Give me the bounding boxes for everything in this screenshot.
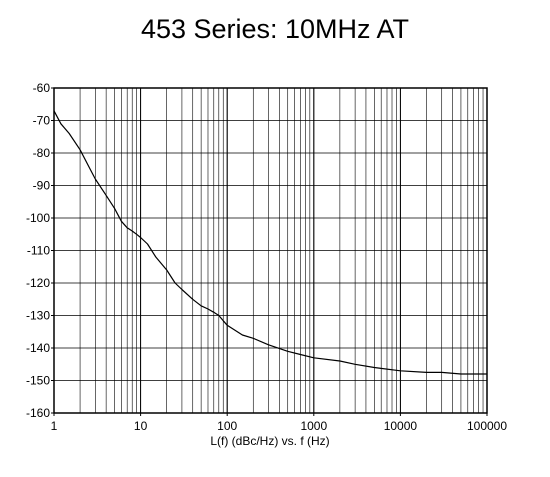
y-tick-label: -90 xyxy=(33,179,51,193)
data-marks xyxy=(53,110,487,375)
y-tick-label: -120 xyxy=(26,276,50,290)
y-tick-label: -100 xyxy=(26,211,50,225)
x-tick-label: 1000 xyxy=(300,419,327,433)
x-tick-label: 10 xyxy=(134,419,148,433)
x-axis-label: L(f) (dBc/Hz) vs. f (Hz) xyxy=(210,434,329,448)
x-tick-label: 1 xyxy=(51,419,58,433)
tick-labels: -60 -70 -80 -90 -100 -110 -120 -130 -140 -150 -160… xyxy=(26,81,507,433)
x-tick-label: 100 xyxy=(217,419,237,433)
y-tick-label: -70 xyxy=(33,114,51,128)
y-tick-label: -130 xyxy=(26,309,50,323)
y-tick-label: -150 xyxy=(26,374,50,388)
y-tick-label: -60 xyxy=(33,81,51,95)
y-tick-label: -110 xyxy=(27,244,50,258)
y-tick-label: -140 xyxy=(26,341,50,355)
x-tick-label: 100000 xyxy=(467,419,507,433)
chart-title: 453 Series: 10MHz AT xyxy=(140,14,410,44)
y-tick-label: -80 xyxy=(33,146,51,160)
y-tick-label: -160 xyxy=(26,406,50,420)
grid-lines xyxy=(54,88,487,413)
series-line xyxy=(53,110,487,375)
x-tick-label: 10000 xyxy=(384,419,418,433)
